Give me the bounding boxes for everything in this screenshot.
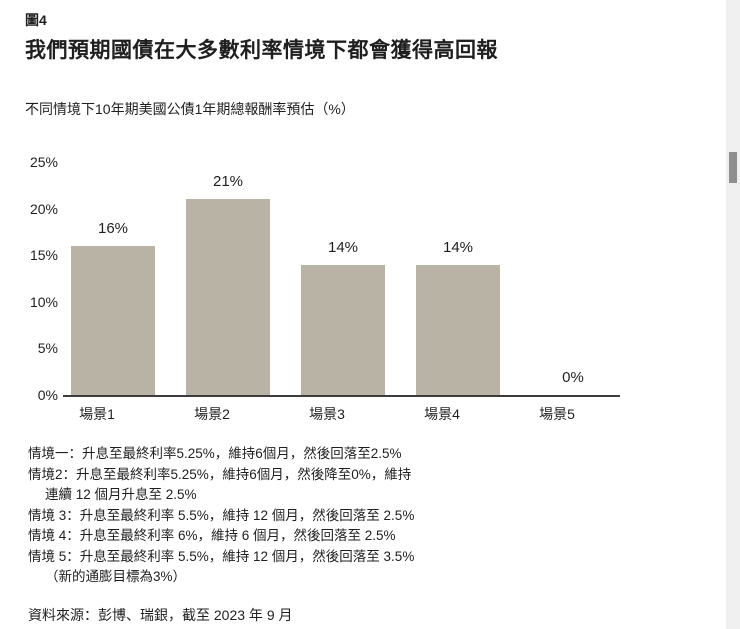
x-axis-line — [63, 395, 620, 397]
bar-chart: 25% 20% 15% 10% 5% 0% 16% 場景1 21% 場景2 14% 場景3 14% 場景4… — [0, 150, 726, 435]
vertical-scrollbar-thumb[interactable] — [729, 152, 737, 183]
y-axis-tick-label: 20% — [29, 200, 58, 217]
footnote-line: 情境 5：升息至最終利率 5.5%，維持 12 個月，然後回落至 3.5% — [28, 548, 415, 564]
bar-value-label: 14% — [442, 239, 474, 256]
y-axis-tick-label: 25% — [29, 154, 58, 170]
source-note: 資料來源：彭博、瑞銀，截至 2023 年 9 月 — [28, 607, 293, 623]
x-axis-category-label: 場景4 — [424, 406, 460, 422]
footnote-line: 情境2：升息至最終利率5.25%，維持6個月，然後降至0%，維持 — [28, 466, 412, 482]
bar-3 — [301, 265, 385, 395]
bar-value-label: 16% — [97, 220, 129, 237]
bar-value-label: 0% — [562, 369, 584, 386]
footnotes-block: 情境一：升息至最終利率5.25%，維持6個月，然後回落至2.5% 情境2：升息至最… — [28, 444, 688, 588]
x-axis-category-label: 場景2 — [194, 406, 230, 422]
bar-2 — [186, 199, 270, 395]
y-axis-tick-label: 0% — [37, 387, 58, 403]
footnote-line: 情境一：升息至最終利率5.25%，維持6個月，然後回落至2.5% — [28, 446, 402, 461]
bar-value-label: 14% — [327, 239, 359, 256]
bar-4 — [416, 265, 500, 395]
footnote-line: 連續 12 個月升息至 2.5% — [45, 487, 197, 502]
footnote-line: 情境 4：升息至最終利率 6%，維持 6 個月，然後回落至 2.5% — [28, 528, 396, 543]
x-axis-category-label: 場景1 — [79, 406, 115, 422]
x-axis-category-label: 場景3 — [309, 406, 345, 422]
bar-value-label: 21% — [212, 173, 244, 190]
x-axis-category-label: 場景5 — [539, 406, 575, 422]
page-title: 我們預期國債在大多數利率情境下都會獲得高回報 — [25, 39, 498, 62]
y-axis-tick-label: 10% — [29, 293, 58, 310]
y-axis-tick-label: 5% — [37, 340, 58, 357]
footnote-line: （新的通膨目標為3%） — [45, 569, 187, 584]
figure-label: 圖4 — [25, 12, 47, 28]
bar-1 — [71, 246, 155, 395]
y-axis-tick-label: 15% — [29, 247, 58, 264]
chart-subtitle: 不同情境下10年期美國公債1年期總報酬率預估（%） — [25, 101, 355, 117]
footnote-line: 情境 3：升息至最終利率 5.5%，維持 12 個月，然後回落至 2.5% — [28, 507, 415, 523]
vertical-scrollbar-track[interactable] — [726, 0, 740, 629]
